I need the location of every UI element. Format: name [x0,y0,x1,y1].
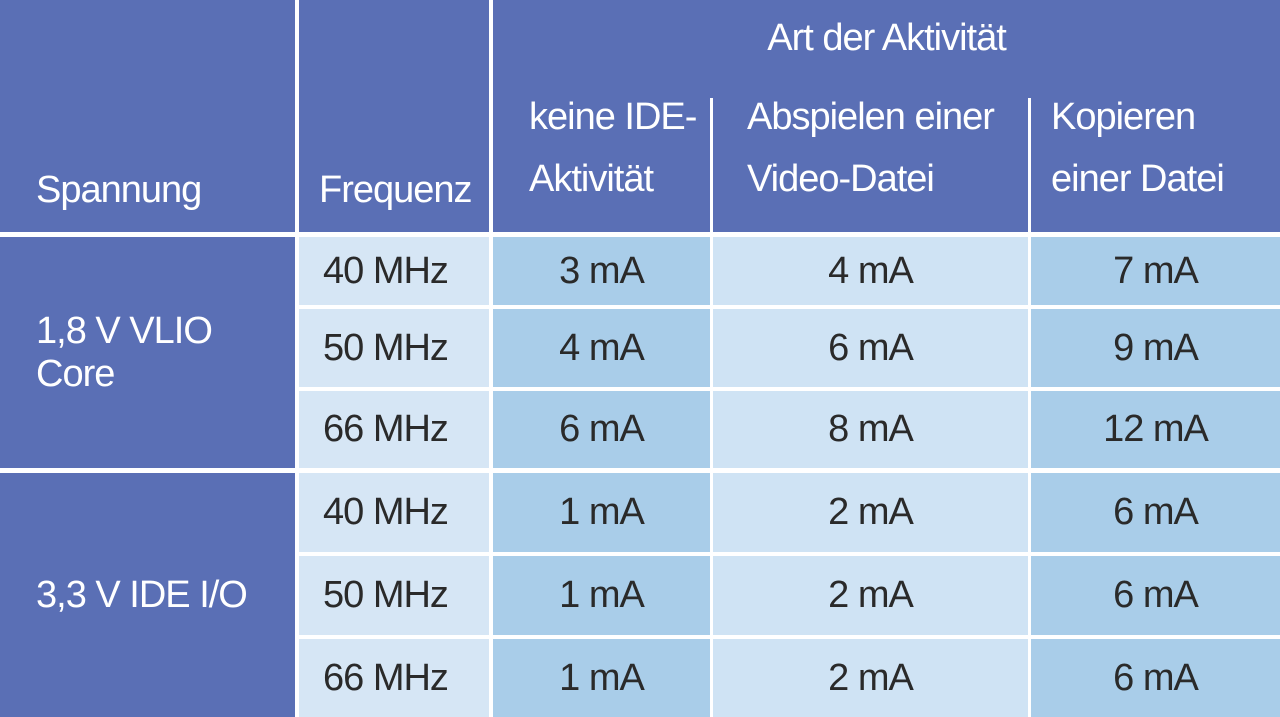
header-frequenz: Frequenz [299,0,489,232]
voltage-cell-2: 3,3 V IDE I/O [0,473,295,717]
value-label: 6 mA [1113,574,1199,616]
value-label: 1 mA [559,491,645,533]
freq-label: 50 MHz [323,326,449,369]
header-divider-1 [710,98,713,232]
header-activity-group-label: Art der Aktivität [767,16,1007,59]
freq-label: 66 MHz [323,656,449,699]
header-col-keine-ide: keine IDE- Aktivität [493,92,710,232]
freq-label: 40 MHz [323,249,449,292]
voltage-label-2: 3,3 V IDE I/O [36,573,248,616]
value-label: 12 mA [1103,408,1209,450]
value-label: 6 mA [1113,491,1199,533]
value-label: 2 mA [828,656,914,699]
value-label: 6 mA [559,408,645,450]
header-col-kopieren: Kopieren einer Datei [1031,92,1280,232]
value-cell-g2-r2-c3: 6 mA [1031,556,1280,635]
value-cell-g2-r3-c1: 1 mA [493,639,710,717]
value-cell-g1-r2-c3: 9 mA [1031,309,1280,387]
value-label: 8 mA [828,408,914,450]
header-activity-group-title: Art der Aktivität [493,10,1280,66]
header-col-kopieren-line2: einer Datei [1051,158,1225,200]
value-cell-g2-r1-c3: 6 mA [1031,473,1280,552]
value-cell-g1-r3-c2: 8 mA [713,391,1028,468]
value-cell-g1-r3-c3: 12 mA [1031,391,1280,468]
header-col-kopieren-line1: Kopieren [1051,96,1196,138]
value-label: 3 mA [559,249,645,292]
value-label: 4 mA [828,249,914,292]
freq-cell-g2-r3: 66 MHz [299,639,489,717]
value-cell-g2-r3-c2: 2 mA [713,639,1028,717]
header-activity-group [493,0,1280,232]
value-cell-g2-r3-c3: 6 mA [1031,639,1280,717]
value-cell-g1-r1-c2: 4 mA [713,237,1028,305]
freq-label: 40 MHz [323,491,449,533]
header-spannung: Spannung [0,0,295,232]
header-spannung-label: Spannung [36,169,202,211]
value-cell-g2-r2-c2: 2 mA [713,556,1028,635]
freq-label: 50 MHz [323,574,449,616]
value-cell-g1-r1-c1: 3 mA [493,237,710,305]
header-divider-2 [1028,98,1031,232]
value-cell-g1-r2-c1: 4 mA [493,309,710,387]
value-cell-g1-r3-c1: 6 mA [493,391,710,468]
freq-cell-g2-r1: 40 MHz [299,473,489,552]
voltage-cell-1: 1,8 V VLIO Core [0,237,295,468]
header-frequenz-label: Frequenz [319,169,473,211]
freq-cell-g1-r3: 66 MHz [299,391,489,468]
voltage-label-1: 1,8 V VLIO Core [36,309,213,395]
header-col-keine-ide-line1: keine IDE- [529,96,697,138]
freq-cell-g1-r2: 50 MHz [299,309,489,387]
value-cell-g1-r2-c2: 6 mA [713,309,1028,387]
freq-cell-g2-r2: 50 MHz [299,556,489,635]
header-col-keine-ide-line2: Aktivität [529,158,654,200]
value-cell-g1-r1-c3: 7 mA [1031,237,1280,305]
value-label: 4 mA [559,326,645,369]
value-label: 6 mA [828,326,914,369]
freq-cell-g1-r1: 40 MHz [299,237,489,305]
value-label: 9 mA [1113,326,1199,369]
value-label: 6 mA [1113,656,1199,699]
value-cell-g2-r2-c1: 1 mA [493,556,710,635]
header-col-video-line1: Abspielen einer [747,96,995,138]
header-col-video: Abspielen einer Video-Datei [713,92,1028,232]
value-label: 7 mA [1113,249,1199,292]
value-cell-g2-r1-c1: 1 mA [493,473,710,552]
header-col-video-line2: Video-Datei [747,158,935,200]
value-label: 2 mA [828,491,914,533]
freq-label: 66 MHz [323,408,449,450]
value-label: 1 mA [559,574,645,616]
value-label: 1 mA [559,656,645,699]
value-label: 2 mA [828,574,914,616]
value-cell-g2-r1-c2: 2 mA [713,473,1028,552]
